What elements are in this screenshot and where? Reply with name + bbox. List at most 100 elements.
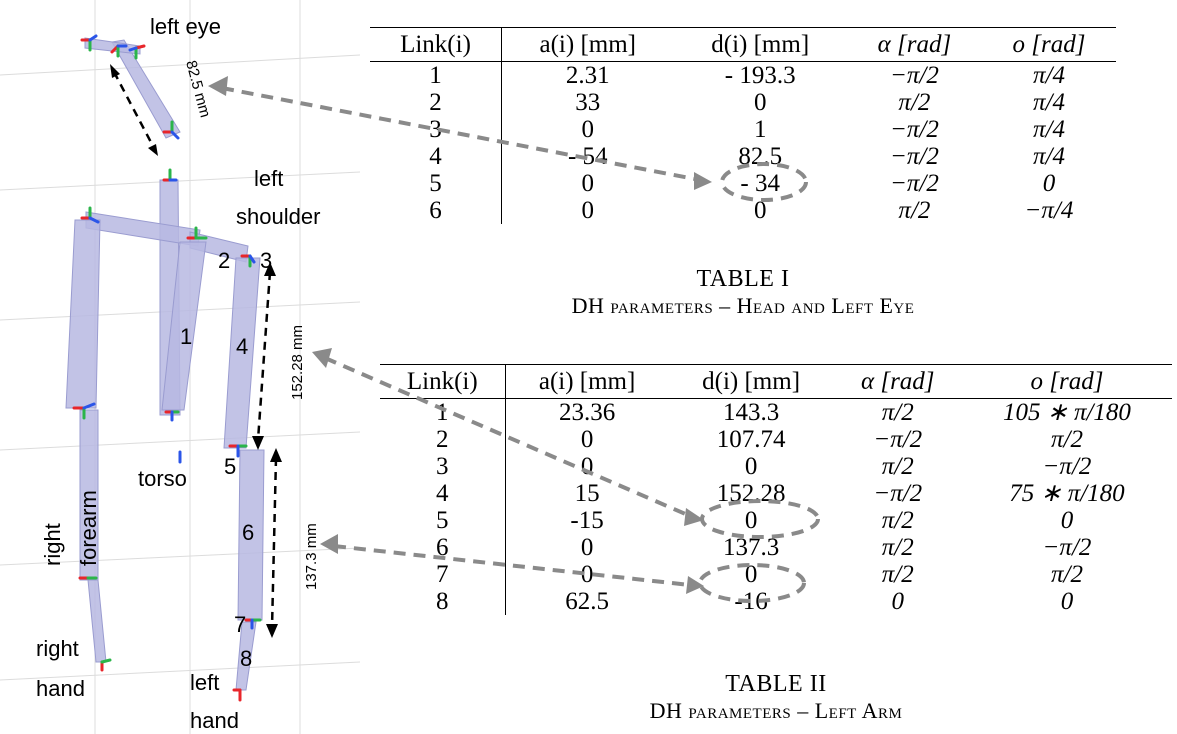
dim-arrow-upper-arm	[256, 271, 272, 441]
table-cell: 152.28	[716, 480, 786, 507]
col-header-o: o [rad]	[981, 27, 1116, 62]
table-cell: 0	[580, 534, 594, 561]
table-cell: π/4	[1032, 89, 1065, 116]
table-cell: -16	[734, 588, 768, 615]
joint-number-7: 7	[234, 612, 246, 637]
link-right-hand	[87, 579, 107, 663]
table-row: 3 0 0 π/2 −π/2	[380, 453, 1172, 480]
table-cell: 0	[581, 197, 594, 224]
label-left-hand-line1: left	[190, 670, 219, 695]
table-cell: 82.5	[738, 143, 783, 170]
table-cell: 7	[380, 561, 506, 588]
table-row: 7 0 0 π/2 π/2	[380, 561, 1172, 588]
col-header-a: a(i) [mm]	[501, 27, 674, 62]
joint-number-2: 2	[218, 248, 230, 273]
dh-table-head-left-eye: Link(i) a(i) [mm] d(i) [mm] α [rad] o [r…	[370, 27, 1116, 224]
table-cell: π/4	[1032, 62, 1065, 89]
table-cell: 0	[891, 588, 905, 615]
table-cell: π/2	[881, 534, 914, 561]
table-cell: 23.36	[558, 399, 616, 426]
table-cell: 62.5	[565, 588, 609, 615]
table-cell: 0	[580, 561, 594, 588]
table-cell: π/2	[1050, 561, 1083, 588]
table1-caption-title: TABLE I	[696, 266, 790, 292]
dim-label-upper-arm: 152.28 mm	[289, 325, 306, 400]
table-cell: 5	[380, 507, 506, 534]
table-row: 4 15 152.28 −π/2 75 ∗ π/180	[380, 480, 1172, 507]
table-cell: 107.74	[716, 426, 786, 453]
table-cell: 75 ∗ π/180	[1009, 480, 1125, 507]
table-cell: −π/2	[889, 62, 939, 89]
joint-number-4: 4	[236, 334, 248, 359]
table-cell: 33	[575, 89, 601, 116]
table-cell: π/4	[1032, 143, 1065, 170]
joint-number-3: 3	[260, 248, 272, 273]
col-header-a: a(i) [mm]	[505, 364, 669, 399]
dim-label-eye: 82.5 mm	[182, 59, 214, 120]
table-cell: 6	[370, 197, 502, 224]
table-header-row: Link(i) a(i) [mm] d(i) [mm] α [rad] o [r…	[380, 364, 1172, 399]
table-cell: −π/2	[873, 426, 923, 453]
robot-links	[65, 37, 265, 691]
link-torso	[161, 241, 207, 411]
table-row: 6 0 137.3 π/2 −π/2	[380, 534, 1172, 561]
label-right-forearm-line1: right	[40, 523, 65, 566]
col-header-d: d(i) [mm]	[673, 27, 847, 62]
table-cell: 3	[380, 453, 506, 480]
label-right-forearm-line2: forearm	[76, 490, 101, 566]
label-left-hand-line2: hand	[190, 708, 239, 733]
table-row: 4 - 54 82.5 −π/2 π/4	[370, 143, 1116, 170]
table-row: 1 2.31 - 193.3 −π/2 π/4	[370, 61, 1116, 89]
table-cell: −π/4	[1024, 197, 1074, 224]
table-cell: 0	[580, 453, 594, 480]
col-header-link: Link(i)	[380, 364, 506, 399]
table-cell: −π/2	[873, 480, 923, 507]
table-cell: 4	[380, 480, 506, 507]
link-left-forearm	[237, 449, 265, 621]
table-row: 5 -15 0 π/2 0	[380, 507, 1172, 534]
label-left-eye: left eye	[150, 14, 221, 39]
table-cell: 137.3	[722, 534, 780, 561]
joint-number-5: 5	[224, 454, 236, 479]
table-cell: π/2	[898, 197, 931, 224]
table-cell: 3	[370, 116, 502, 143]
dim-arrow-eye	[112, 71, 156, 149]
table-cell: 0	[744, 453, 758, 480]
dh-table-left-arm: Link(i) a(i) [mm] d(i) [mm] α [rad] o [r…	[380, 364, 1172, 615]
table-cell: 0	[580, 426, 594, 453]
table1-caption: TABLE I DH parameters – Head and Left Ey…	[370, 266, 1116, 319]
table-cell: −π/2	[889, 116, 939, 143]
label-left-shoulder-line1: left	[254, 166, 283, 191]
table-cell: 8	[380, 588, 506, 615]
table-row: 2 0 107.74 −π/2 π/2	[380, 426, 1172, 453]
table-cell: 0	[1060, 588, 1074, 615]
link-eye	[84, 37, 141, 55]
table-cell: 4	[370, 143, 502, 170]
table-cell: 0	[581, 170, 594, 197]
table-cell: 1	[370, 61, 502, 89]
robot-kinematic-diagram: 82.5 mm 152.28 mm 137.3 mm left eye left…	[0, 0, 360, 734]
table-header-row: Link(i) a(i) [mm] d(i) [mm] α [rad] o [r…	[370, 27, 1116, 62]
joint-number-6: 6	[242, 520, 254, 545]
table-cell: π/2	[881, 507, 914, 534]
col-header-alpha: α [rad]	[833, 364, 962, 399]
table-cell: −π/2	[1042, 453, 1092, 480]
table-cell: 0	[1060, 507, 1074, 534]
table-cell: 2	[370, 89, 502, 116]
table-cell: π/2	[881, 453, 914, 480]
table-row: 1 23.36 143.3 π/2 105 ∗ π/180	[380, 398, 1172, 426]
table1-caption-subtitle: DH parameters – Head and Left Eye	[571, 293, 915, 318]
table-cell: 2	[380, 426, 506, 453]
table-cell: π/2	[881, 399, 914, 426]
table-cell: 0	[581, 116, 594, 143]
table-cell: 105 ∗ π/180	[1003, 399, 1131, 426]
link-shoulder-bar	[85, 211, 201, 247]
col-header-link: Link(i)	[370, 27, 502, 62]
table-cell: 0	[1042, 170, 1056, 197]
table-cell: −π/2	[889, 170, 939, 197]
joint-number-8: 8	[240, 646, 252, 671]
table-cell: 0	[744, 561, 758, 588]
dimension-arrows	[112, 71, 278, 629]
table-cell: 5	[370, 170, 502, 197]
table-row: 8 62.5 -16 0 0	[380, 588, 1172, 615]
